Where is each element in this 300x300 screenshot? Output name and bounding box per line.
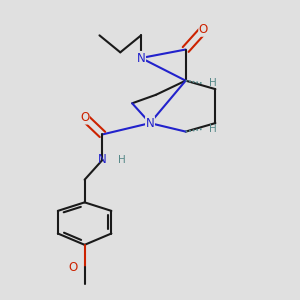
Text: N: N	[137, 52, 146, 64]
Text: O: O	[199, 23, 208, 36]
Text: O: O	[68, 261, 77, 274]
Text: H: H	[209, 79, 217, 88]
Text: H: H	[209, 124, 217, 134]
Text: N: N	[98, 153, 107, 167]
Text: H: H	[118, 155, 126, 165]
Text: N: N	[146, 117, 154, 130]
Text: O: O	[80, 111, 89, 124]
